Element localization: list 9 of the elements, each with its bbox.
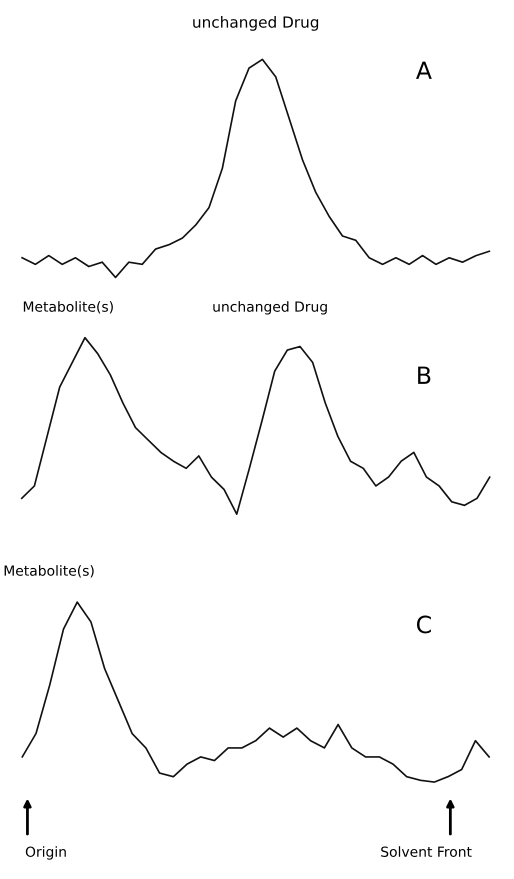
text: Origin [26, 846, 66, 860]
text: Solvent Front [381, 846, 472, 857]
text: unchanged Drug [213, 301, 327, 315]
text: Metabolite(s) [24, 301, 113, 314]
annotation: A [416, 62, 432, 79]
annotation: B [418, 366, 430, 384]
annotation: C [417, 616, 431, 634]
text: unchanged Drug [193, 16, 318, 31]
text: Metabolite(s) [4, 565, 94, 578]
